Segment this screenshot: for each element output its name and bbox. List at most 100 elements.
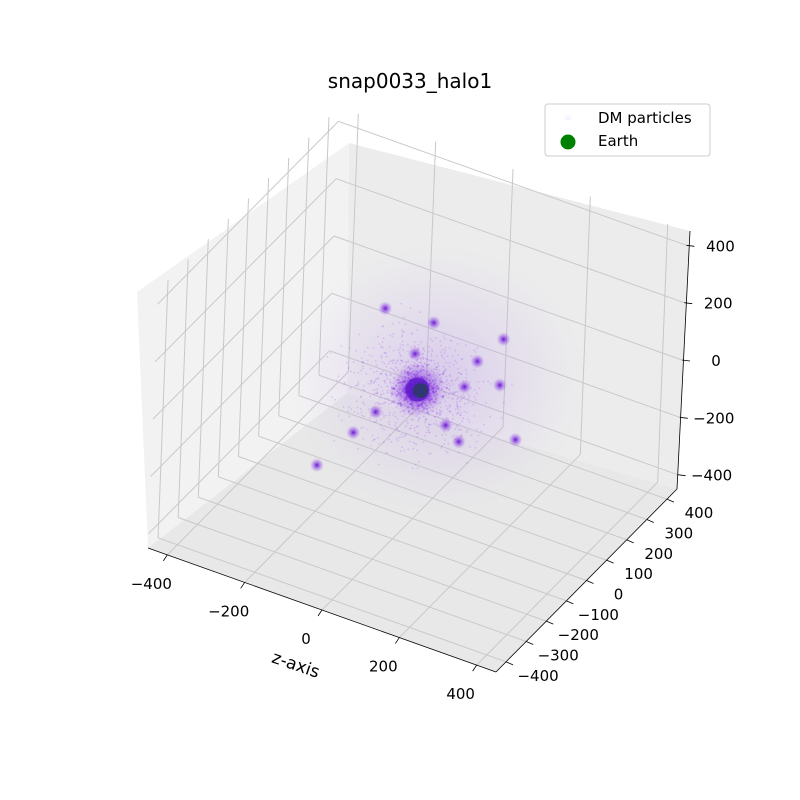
dm-particle [456, 411, 459, 414]
dm-particle [440, 412, 442, 415]
dm-particle [368, 354, 371, 357]
dm-particle [389, 360, 391, 363]
dm-particle [451, 383, 454, 385]
dm-particle [389, 374, 392, 377]
dm-particle [425, 418, 428, 420]
dm-particle [456, 403, 459, 406]
dm-particle [395, 427, 398, 429]
dm-particle [426, 358, 428, 361]
x-axis-label: z-axis [269, 648, 322, 683]
dm-particle [366, 428, 369, 431]
dm-particle [451, 435, 454, 438]
dm-particle [384, 381, 387, 384]
legend-dm-marker [565, 115, 571, 121]
dm-particle [443, 371, 445, 374]
grid-left-z [152, 235, 335, 420]
dm-particle [370, 381, 372, 383]
dm-particle [443, 357, 445, 360]
earth-marker-overlay [413, 383, 429, 399]
dm-subhalo [457, 379, 472, 394]
y-tick [646, 519, 654, 523]
dm-subhalo [408, 346, 422, 361]
dm-particle [422, 357, 425, 360]
dm-particle [363, 403, 366, 406]
dm-particle [453, 434, 456, 437]
dm-particle [355, 384, 358, 387]
dm-particle [410, 360, 413, 363]
dm-particle [424, 357, 427, 360]
dm-particle [363, 350, 366, 353]
dm-particle [447, 382, 450, 385]
dm-particle [440, 344, 442, 347]
dm-particle [385, 452, 388, 455]
dm-particle [430, 355, 433, 357]
dm-particle [383, 379, 386, 382]
dm-particle [373, 438, 376, 441]
y-tick [606, 559, 614, 564]
dm-particle [474, 351, 477, 353]
dm-particle [396, 418, 399, 420]
dm-particle [456, 425, 459, 428]
dm-particle [420, 341, 422, 344]
grid-left-z [157, 120, 339, 305]
x-tick-label: 0 [301, 630, 311, 648]
dm-particle [449, 339, 452, 342]
dm-particle [447, 393, 450, 396]
dm-particle [460, 373, 463, 376]
dm-particle [435, 337, 437, 340]
dm-particle [459, 429, 462, 431]
dm-particle [428, 346, 431, 349]
z-tick-label: 200 [704, 295, 733, 313]
dm-particle [448, 384, 451, 387]
dm-particle [387, 403, 390, 406]
dm-particle [483, 423, 485, 426]
y-tick [505, 661, 514, 666]
dm-particle [412, 418, 414, 421]
dm-particle [357, 371, 360, 374]
dm-particle [379, 372, 382, 375]
dm-particle [400, 302, 403, 305]
dm-subhalo [496, 332, 511, 347]
dm-particle [416, 432, 418, 435]
dm-particle [433, 363, 436, 365]
dm-particle [425, 426, 428, 428]
dm-particle [465, 373, 468, 375]
z-tick [679, 416, 688, 419]
y-tick [586, 580, 594, 584]
dm-particle [458, 428, 460, 431]
dm-particle [378, 403, 381, 406]
dm-particle [388, 411, 391, 414]
dm-particle [371, 439, 374, 442]
grid-floor-y [238, 456, 587, 581]
dm-particle [457, 367, 459, 370]
dm-particle [338, 415, 340, 417]
dm-particle [445, 387, 448, 389]
dm-particle [511, 383, 513, 386]
dm-particle [435, 355, 438, 357]
dm-particle [439, 340, 442, 342]
dm-particle [365, 372, 368, 375]
dm-particle [360, 408, 362, 410]
dm-particle [463, 402, 466, 405]
dm-particle [443, 370, 446, 373]
dm-particle [465, 369, 467, 372]
dm-particle [416, 435, 419, 438]
dm-particle [389, 334, 392, 336]
chart-title: snap0033_halo1 [328, 69, 492, 93]
dm-particle [447, 407, 450, 409]
dm-particle [374, 379, 376, 382]
dm-particle [405, 361, 408, 364]
dm-subhalo [470, 354, 485, 369]
dm-particle [427, 350, 430, 353]
dm-particle [360, 357, 363, 360]
dm-particle [380, 394, 383, 397]
dm-particle [456, 413, 458, 415]
dm-particle [382, 392, 385, 395]
dm-particle [463, 395, 466, 398]
dm-particle [412, 447, 415, 450]
dm-particle [468, 421, 471, 423]
dm-particle [370, 379, 372, 382]
dm-particle [380, 424, 382, 427]
dm-particle [451, 392, 453, 395]
dm-particle [386, 377, 388, 380]
